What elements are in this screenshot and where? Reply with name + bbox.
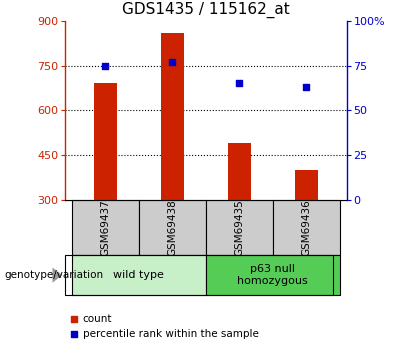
Point [303,84,310,90]
Point [70,331,77,336]
Text: p63 null
homozygous: p63 null homozygous [237,264,308,286]
Text: genotype/variation: genotype/variation [4,270,103,280]
Bar [160,33,184,200]
Point [70,316,77,322]
Bar [72,255,206,295]
Bar [228,143,251,200]
Bar [206,200,273,255]
Bar [294,170,318,200]
Text: GSM69436: GSM69436 [301,199,311,256]
Text: percentile rank within the sample: percentile rank within the sample [83,329,259,338]
Text: wild type: wild type [113,270,164,280]
Text: GSM69437: GSM69437 [100,199,110,256]
Title: GDS1435 / 115162_at: GDS1435 / 115162_at [122,2,290,18]
Bar [72,200,139,255]
Bar [139,200,206,255]
Point [169,59,176,65]
Text: GSM69435: GSM69435 [234,199,244,256]
Point [236,81,243,86]
Text: count: count [83,314,112,324]
Text: GSM69438: GSM69438 [167,199,177,256]
Bar [94,83,117,200]
Point [102,63,109,68]
Bar [273,200,340,255]
Bar [206,255,340,295]
